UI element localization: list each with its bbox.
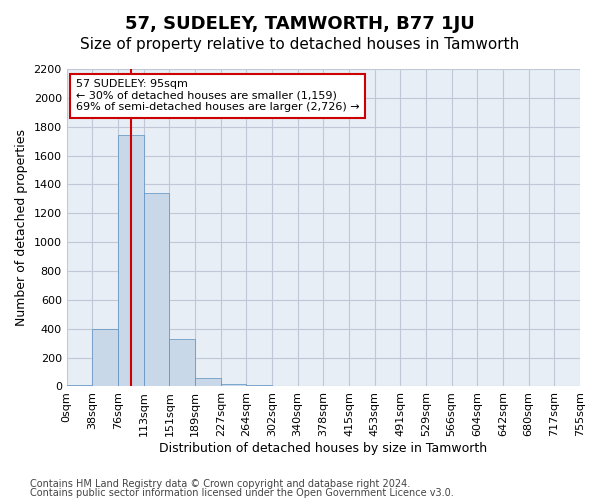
Bar [67,385,92,386]
Text: 57, SUDELEY, TAMWORTH, B77 1JU: 57, SUDELEY, TAMWORTH, B77 1JU [125,15,475,33]
Text: Contains HM Land Registry data © Crown copyright and database right 2024.: Contains HM Land Registry data © Crown c… [30,479,410,489]
Bar [143,193,169,386]
Bar [195,378,221,386]
Bar [118,136,143,386]
Bar [247,385,272,386]
Text: Contains public sector information licensed under the Open Government Licence v3: Contains public sector information licen… [30,488,454,498]
X-axis label: Distribution of detached houses by size in Tamworth: Distribution of detached houses by size … [159,442,487,455]
Bar [221,384,247,386]
Y-axis label: Number of detached properties: Number of detached properties [15,129,28,326]
Text: 57 SUDELEY: 95sqm
← 30% of detached houses are smaller (1,159)
69% of semi-detac: 57 SUDELEY: 95sqm ← 30% of detached hous… [76,79,359,112]
Bar [92,328,118,386]
Bar [169,339,195,386]
Text: Size of property relative to detached houses in Tamworth: Size of property relative to detached ho… [80,38,520,52]
